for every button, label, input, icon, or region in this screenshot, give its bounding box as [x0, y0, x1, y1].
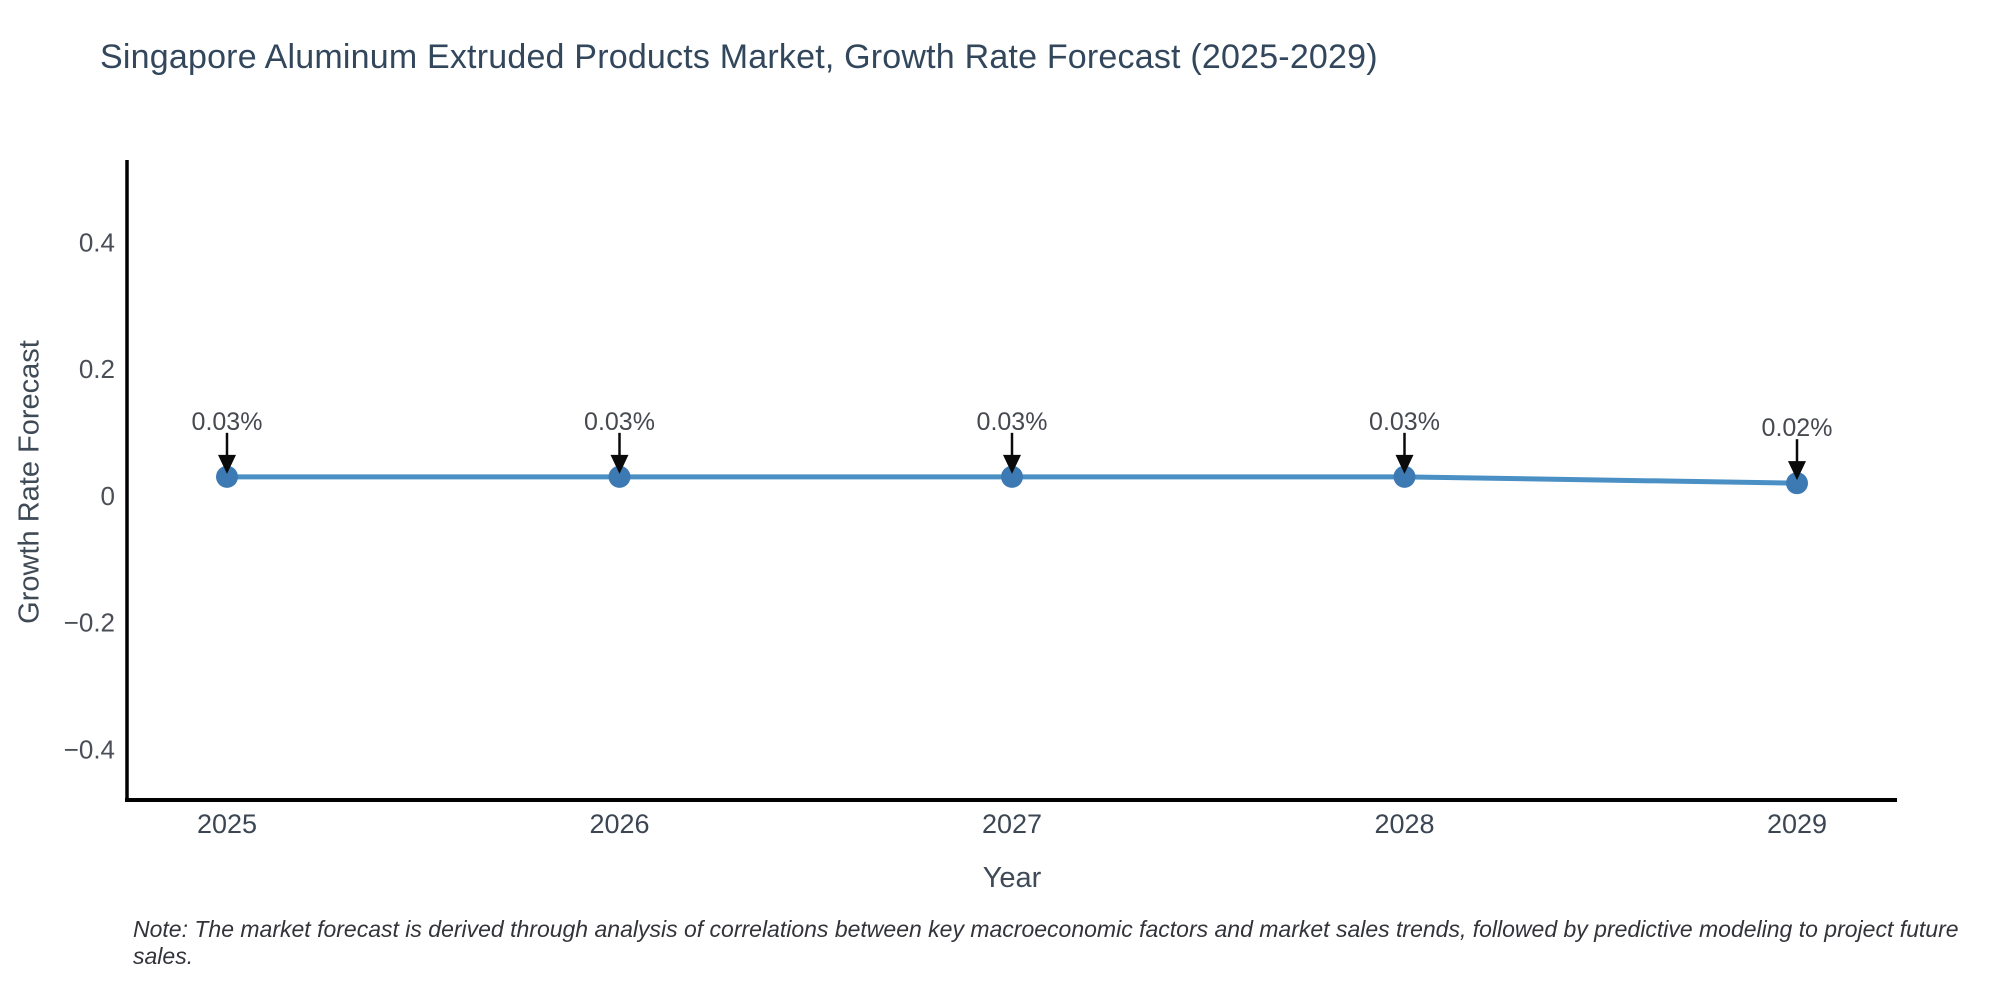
data-point-label: 0.03% — [192, 408, 263, 436]
y-tick-label: −0.2 — [64, 608, 115, 638]
footnote: Note: The market forecast is derived thr… — [133, 916, 1959, 969]
y-tick-label: 0 — [101, 481, 115, 511]
annotation-arrow-head — [1003, 454, 1021, 474]
chart-title: Singapore Aluminum Extruded Products Mar… — [100, 38, 1378, 76]
y-tick-label: 0.4 — [79, 227, 115, 257]
x-tick-label: 2027 — [982, 809, 1042, 839]
annotation-arrow-head — [218, 454, 236, 474]
annotation-arrow-head — [1395, 454, 1414, 474]
data-point-marker — [1001, 465, 1023, 488]
y-tick-label: 0.2 — [79, 354, 115, 384]
data-point-label: 0.03% — [1369, 408, 1440, 436]
data-point-marker — [1393, 465, 1416, 488]
data-point-marker — [608, 465, 631, 488]
data-point-label: 0.02% — [1762, 414, 1833, 442]
annotation-arrow-head — [1788, 461, 1806, 481]
annotation-arrow-head — [610, 454, 629, 474]
x-tick-label: 2029 — [1767, 809, 1827, 839]
x-tick-label: 2026 — [589, 809, 649, 839]
y-tick-label: −0.4 — [64, 734, 115, 764]
data-point-label: 0.03% — [584, 408, 655, 436]
data-point-marker — [216, 465, 238, 488]
data-point-label: 0.03% — [977, 408, 1048, 436]
data-point-marker — [1786, 472, 1808, 495]
x-axis-label: Year — [982, 862, 1042, 894]
x-tick-label: 2028 — [1374, 809, 1434, 839]
x-tick-label: 2025 — [197, 809, 257, 839]
